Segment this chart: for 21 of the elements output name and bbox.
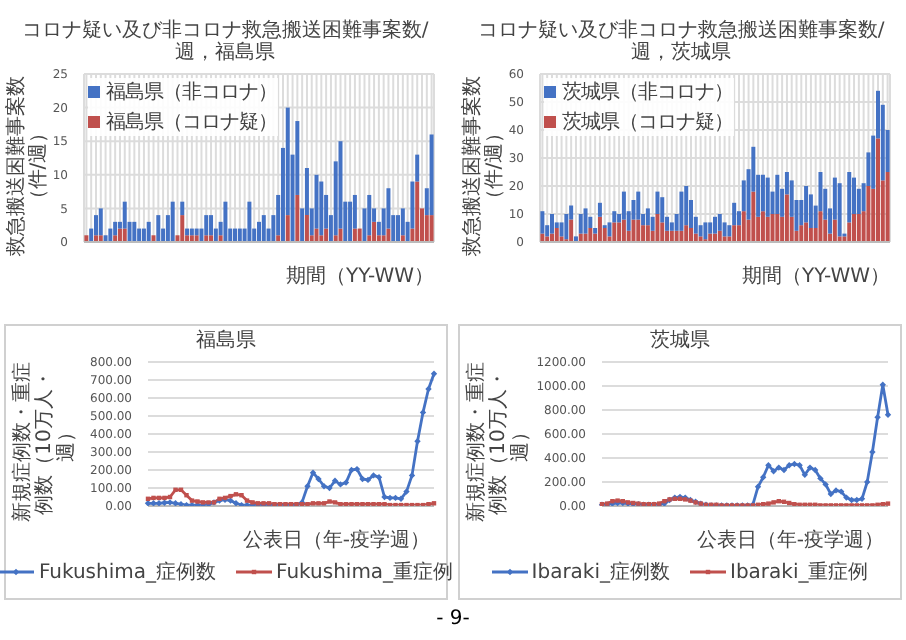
x-axis-title: 公表日（年-疫学週） (694, 530, 886, 554)
y-axis-title: 救急搬送困難事案数（件/週） (4, 76, 50, 258)
legend-label: 福島県（非コロナ） (104, 79, 277, 106)
legend-label: 福島県（コロナ疑） (104, 109, 277, 136)
legend-label: Ibaraki_重症例 (728, 559, 869, 586)
legend-label: Fukushima_症例数 (36, 559, 216, 586)
chart-title: 福島県 (194, 327, 258, 354)
chart-title: 茨城県 (648, 327, 712, 354)
legend-label: 茨城県（コロナ疑） (560, 109, 733, 136)
text: - 9- (436, 608, 470, 630)
legend-label: 茨城県（非コロナ） (560, 79, 733, 106)
y-axis-title: 救急搬送困難事案数（件/週） (460, 76, 506, 258)
chart-title: コロナ疑い及び非コロナ救急搬送困難事案数/週，福島県 (19, 17, 431, 66)
x-axis-title: 期間（YY-WW） (283, 266, 436, 290)
chart-title: コロナ疑い及び非コロナ救急搬送困難事案数/週，茨城県 (475, 17, 887, 66)
legend-label: Fukushima_重症例 (274, 559, 454, 586)
x-axis-title: 期間（YY-WW） (739, 266, 892, 290)
x-axis-title: 公表日（年-疫学週） (240, 530, 432, 554)
y-axis-title: 新規症例数・重症例数（10万人・週） (10, 362, 78, 522)
y-axis-title: 新規症例数・重症例数（10万人・週） (464, 362, 532, 522)
legend-label: Ibaraki_症例数 (529, 559, 670, 586)
